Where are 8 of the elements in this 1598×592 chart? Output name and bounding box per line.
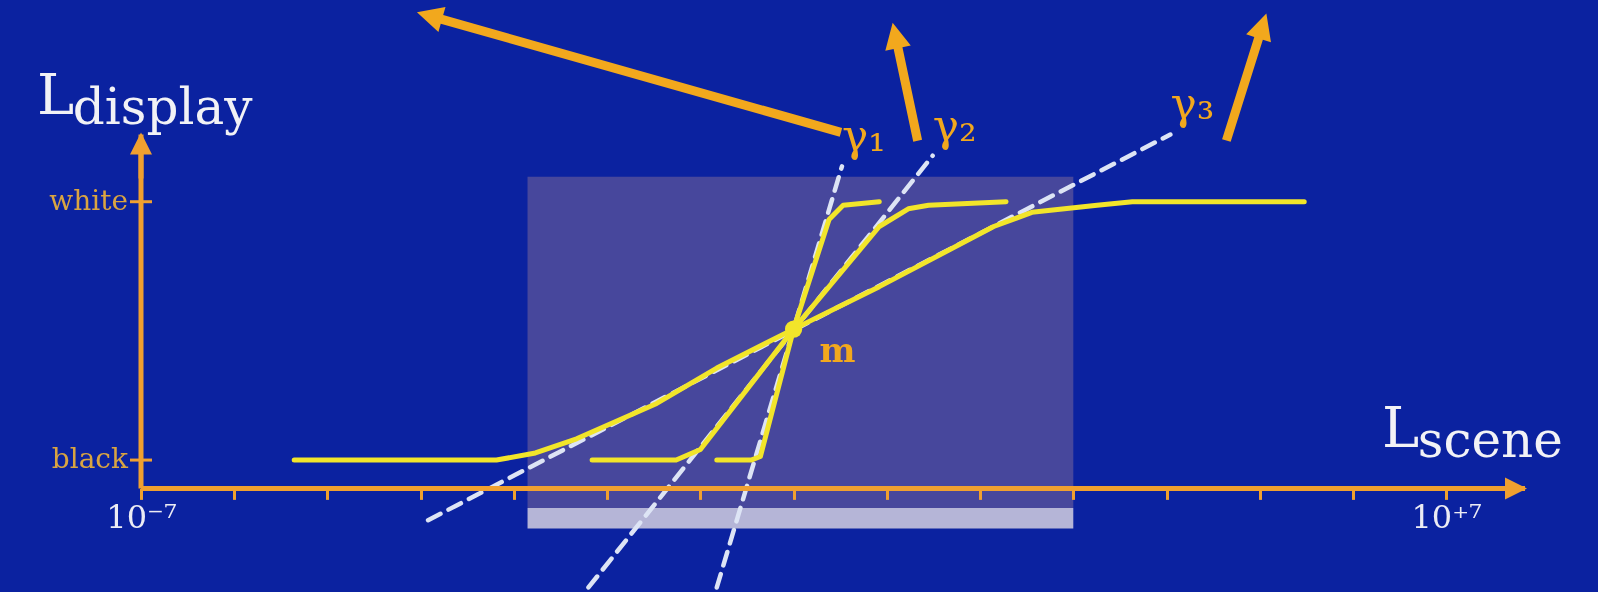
series-label: γ₁ xyxy=(841,110,886,162)
text: white xyxy=(49,183,128,217)
text: black xyxy=(51,442,130,476)
x-tick-label: 10⁻⁷ xyxy=(106,497,177,536)
series-label: γ₂ xyxy=(932,99,977,151)
x-tick-label: 10⁺⁷ xyxy=(1411,497,1482,536)
series-label: m xyxy=(819,330,856,371)
series-label: γ₃ xyxy=(1170,78,1215,130)
